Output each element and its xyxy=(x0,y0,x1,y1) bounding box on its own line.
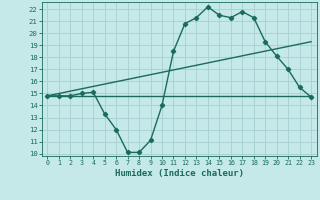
X-axis label: Humidex (Indice chaleur): Humidex (Indice chaleur) xyxy=(115,169,244,178)
